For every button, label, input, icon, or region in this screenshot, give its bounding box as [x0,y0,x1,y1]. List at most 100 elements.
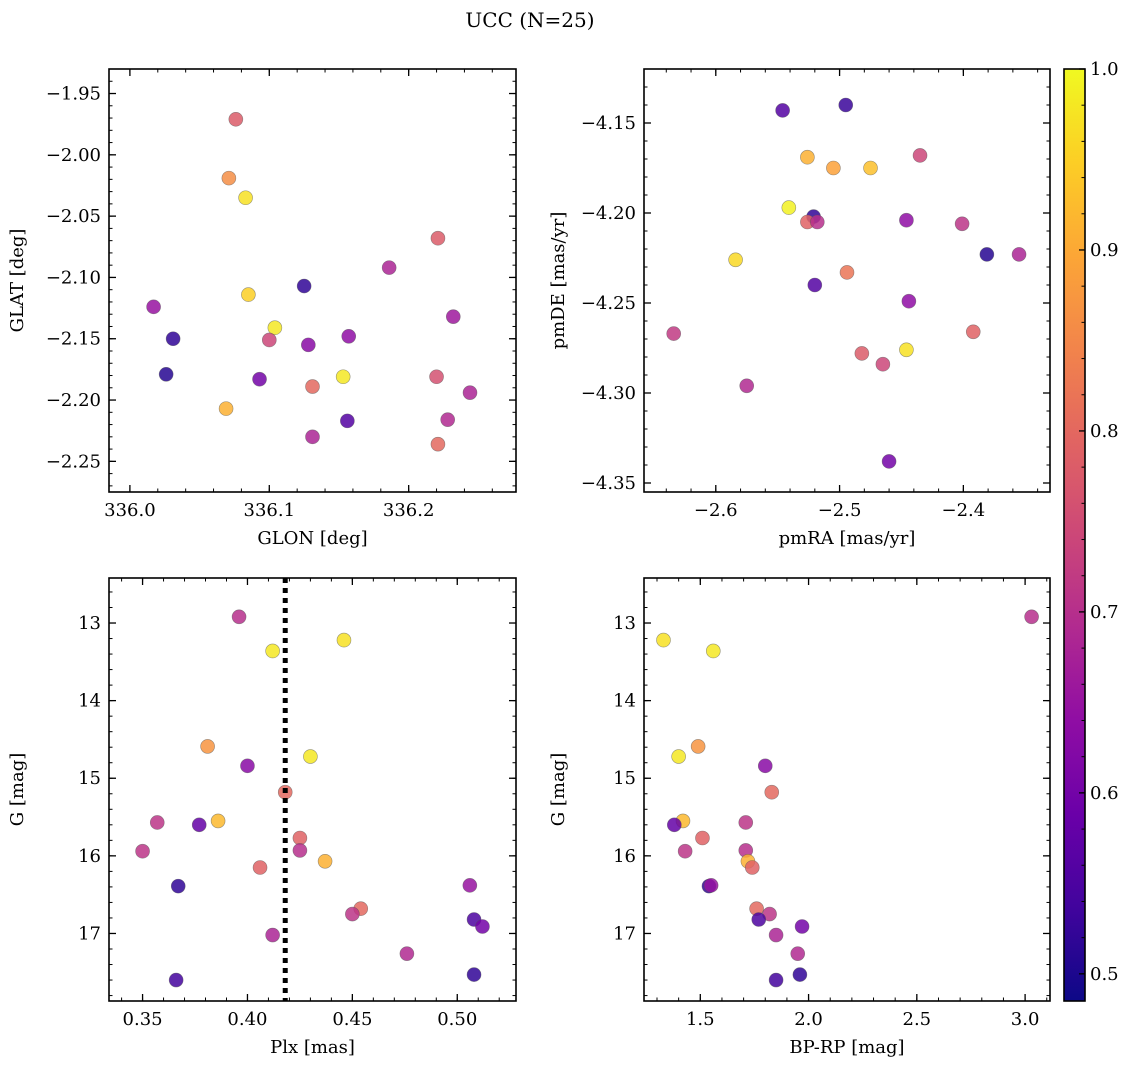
scatter-point [764,784,780,800]
minor-ticks [109,578,516,1001]
x-axis-label: Plx [mas] [270,1037,355,1058]
scatter-point [146,299,161,315]
scatter-point [345,906,360,922]
scatter-point [292,843,308,858]
scatter-point [381,260,397,275]
y-tick-label: −2.25 [46,451,101,472]
y-tick-label: 17 [613,923,636,944]
figure-title: UCC (N=25) [465,8,594,32]
scatter-point [261,332,277,348]
scatter-point [790,946,806,961]
scatter-point [340,413,355,429]
scatter-point [252,860,268,875]
scatter-point [854,346,870,361]
panel-4: 1.5 2.0 2.5 3.0 13 14 15 16 17 BP-RP [mag] G [mag] [548,577,1051,1058]
scatter-point [228,111,244,127]
x-tick-label: 0.40 [227,1009,267,1030]
scatter-point [839,265,855,280]
x-tick-label: 0.45 [332,1009,372,1030]
scatter-point [768,972,784,988]
x-tick-label: 3.0 [1011,1009,1040,1030]
y-tick-label: −2.05 [46,206,101,227]
scatter-point [781,200,797,215]
points [135,578,490,1001]
colorbar: 0.5 0.6 0.7 0.8 0.9 1.0 [1063,59,1119,1002]
y-tick-label: −4.30 [581,383,636,404]
scatter-point [135,843,150,859]
panel-3: 0.35 0.40 0.45 0.50 13 14 15 16 17 Plx [mas] G [ma… [7,577,517,1058]
scatter-point [738,815,754,830]
x-axis-label: BP-RP [mag] [789,1037,904,1058]
axes-frame [108,577,517,1002]
scatter-point [296,278,312,294]
y-tick-label: 15 [613,768,636,789]
scatter-point [231,609,247,625]
scatter-point [462,385,478,400]
y-tick-label: 14 [613,691,636,712]
x-tick-label: 1.5 [686,1009,715,1030]
x-tick-label: 2.5 [903,1009,932,1030]
scatter-point [168,972,184,988]
scatter-point [809,214,825,230]
scatter-point [429,369,444,385]
scatter-point [170,878,186,894]
scatter-point [899,342,914,358]
scatter-point [656,632,671,648]
scatter-point [800,149,815,165]
scatter-point [901,293,917,309]
colorbar-tick-label: 0.9 [1090,240,1119,261]
scatter-point [695,830,710,846]
colorbar-tick-label: 1.0 [1090,59,1119,80]
axes-frame [108,68,517,493]
scatter-point [218,401,234,416]
scatter-point [751,912,767,927]
y-tick-label: −4.20 [581,203,636,224]
y-tick-label: 16 [613,846,636,867]
scatter-point [440,412,456,427]
y-tick-label: −2.00 [46,145,101,166]
axes-frame [643,68,1051,493]
scatter-point [252,371,267,387]
minor-ticks [644,578,1050,1001]
scatter-point [475,919,490,934]
colorbar-tick-label: 0.5 [1090,964,1119,985]
colorbar-tick-label: 0.7 [1090,602,1119,623]
scatter-point [792,967,808,982]
scatter-point [875,356,891,372]
x-tick-label: −2.4 [941,500,985,521]
y-tick-label: −2.20 [46,390,101,411]
y-tick-label: 13 [613,613,636,634]
scatter-point [807,277,823,293]
scatter-point [292,830,308,846]
scatter-point [912,148,928,163]
y-axis-label: G [mag] [7,753,28,826]
scatter-point [265,927,280,943]
scatter-point [341,328,357,344]
scatter-point [979,247,995,262]
y-tick-label: 14 [78,691,101,712]
y-tick-label: −4.15 [581,113,636,134]
scatter-point [1011,247,1027,262]
y-axis-label: pmDE [mas/yr] [548,212,569,350]
y-tick-label: 16 [78,846,101,867]
y-tick-label: −4.25 [581,293,636,314]
y-tick-label: 13 [78,613,101,634]
scatter-point [158,366,174,382]
y-tick-label: −2.15 [46,329,101,350]
x-tick-label: 336.2 [383,500,435,521]
y-tick-label: 15 [78,768,101,789]
scatter-point [240,758,255,774]
scatter-point [466,967,482,982]
y-tick-label: −2.10 [46,267,101,288]
panel-1: 336.0 336.1 336.2 −1.95 −2.00 −2.05 −2.10 −2.15… [7,68,517,549]
scatter-point [317,853,333,869]
minor-ticks [644,68,1050,492]
x-tick-label: 336.1 [244,500,296,521]
scatter-point [690,739,706,754]
scatter-point [965,324,981,340]
scatter-point [399,946,415,961]
points [146,111,478,452]
x-axis-label: GLON [deg] [257,528,367,549]
scatter-point [335,369,351,385]
